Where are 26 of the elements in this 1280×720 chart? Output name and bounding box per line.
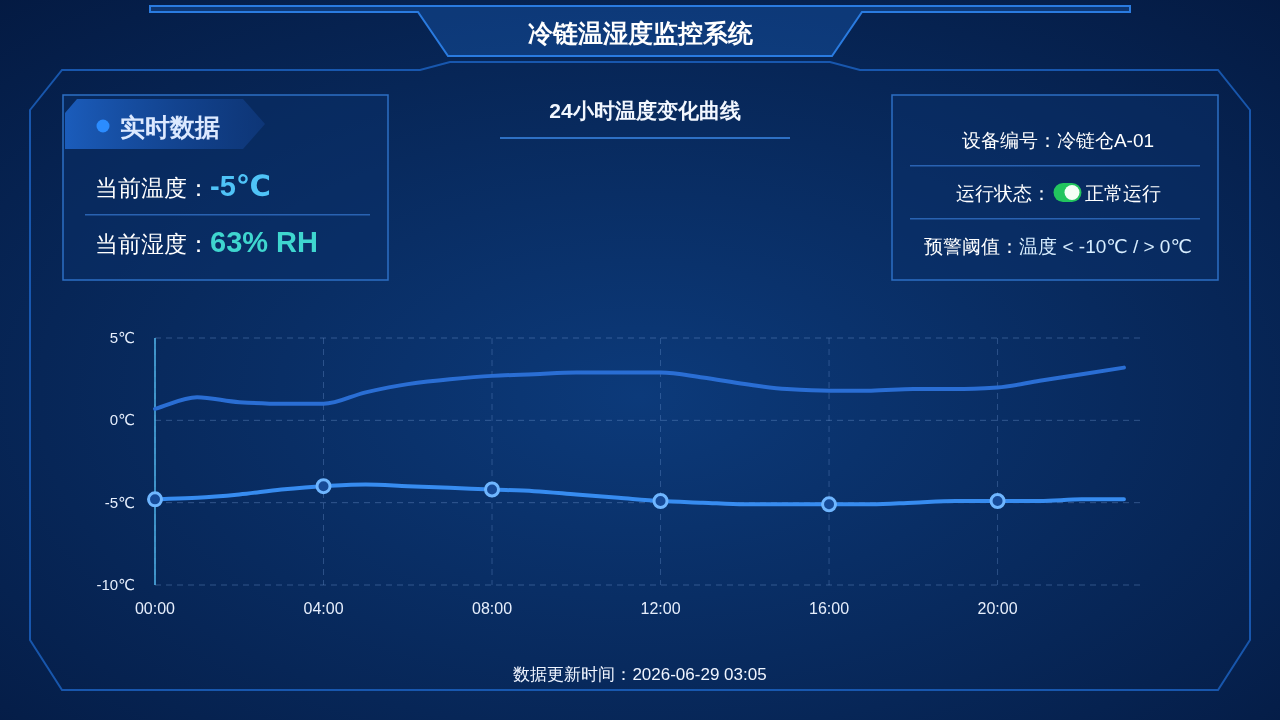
point <box>315 478 332 495</box>
x-tick-label: 12:00 <box>640 600 681 617</box>
y-tick-label: -5℃ <box>104 493 135 511</box>
x-tick-label: 08:00 <box>472 600 513 617</box>
point <box>821 496 838 513</box>
x-tick-label: 20:00 <box>977 600 1018 617</box>
y-tick-label: -10℃ <box>96 576 135 593</box>
text: 实时数据 <box>120 113 220 141</box>
text: 当前温度：-5℃ <box>95 170 271 202</box>
x-tick-label: 16:00 <box>809 600 850 617</box>
point <box>484 481 501 498</box>
x-tick-label: 00:00 <box>134 600 176 617</box>
line-series <box>153 365 1126 411</box>
text: 运行状态：正常运行 <box>955 183 1161 204</box>
text: 当前湿度：63% RH <box>95 226 318 258</box>
text: 设备编号：冷链仓A-01 <box>961 130 1155 151</box>
text: 数据更新时间：2026-06-29 03:05 <box>513 665 767 684</box>
text: 预警阈值：温度 < -10℃ / > 0℃ <box>924 236 1192 257</box>
point <box>652 493 669 510</box>
y-tick-label: 0℃ <box>109 411 135 429</box>
point <box>989 493 1006 510</box>
y-tick-label: 5℃ <box>109 329 135 346</box>
chart-title: 冷链温湿度监控系统 <box>527 19 754 47</box>
x-tick-label: 04:00 <box>303 600 344 617</box>
chart-subtitle: 24小时温度变化曲线 <box>549 99 741 122</box>
point <box>147 491 163 508</box>
